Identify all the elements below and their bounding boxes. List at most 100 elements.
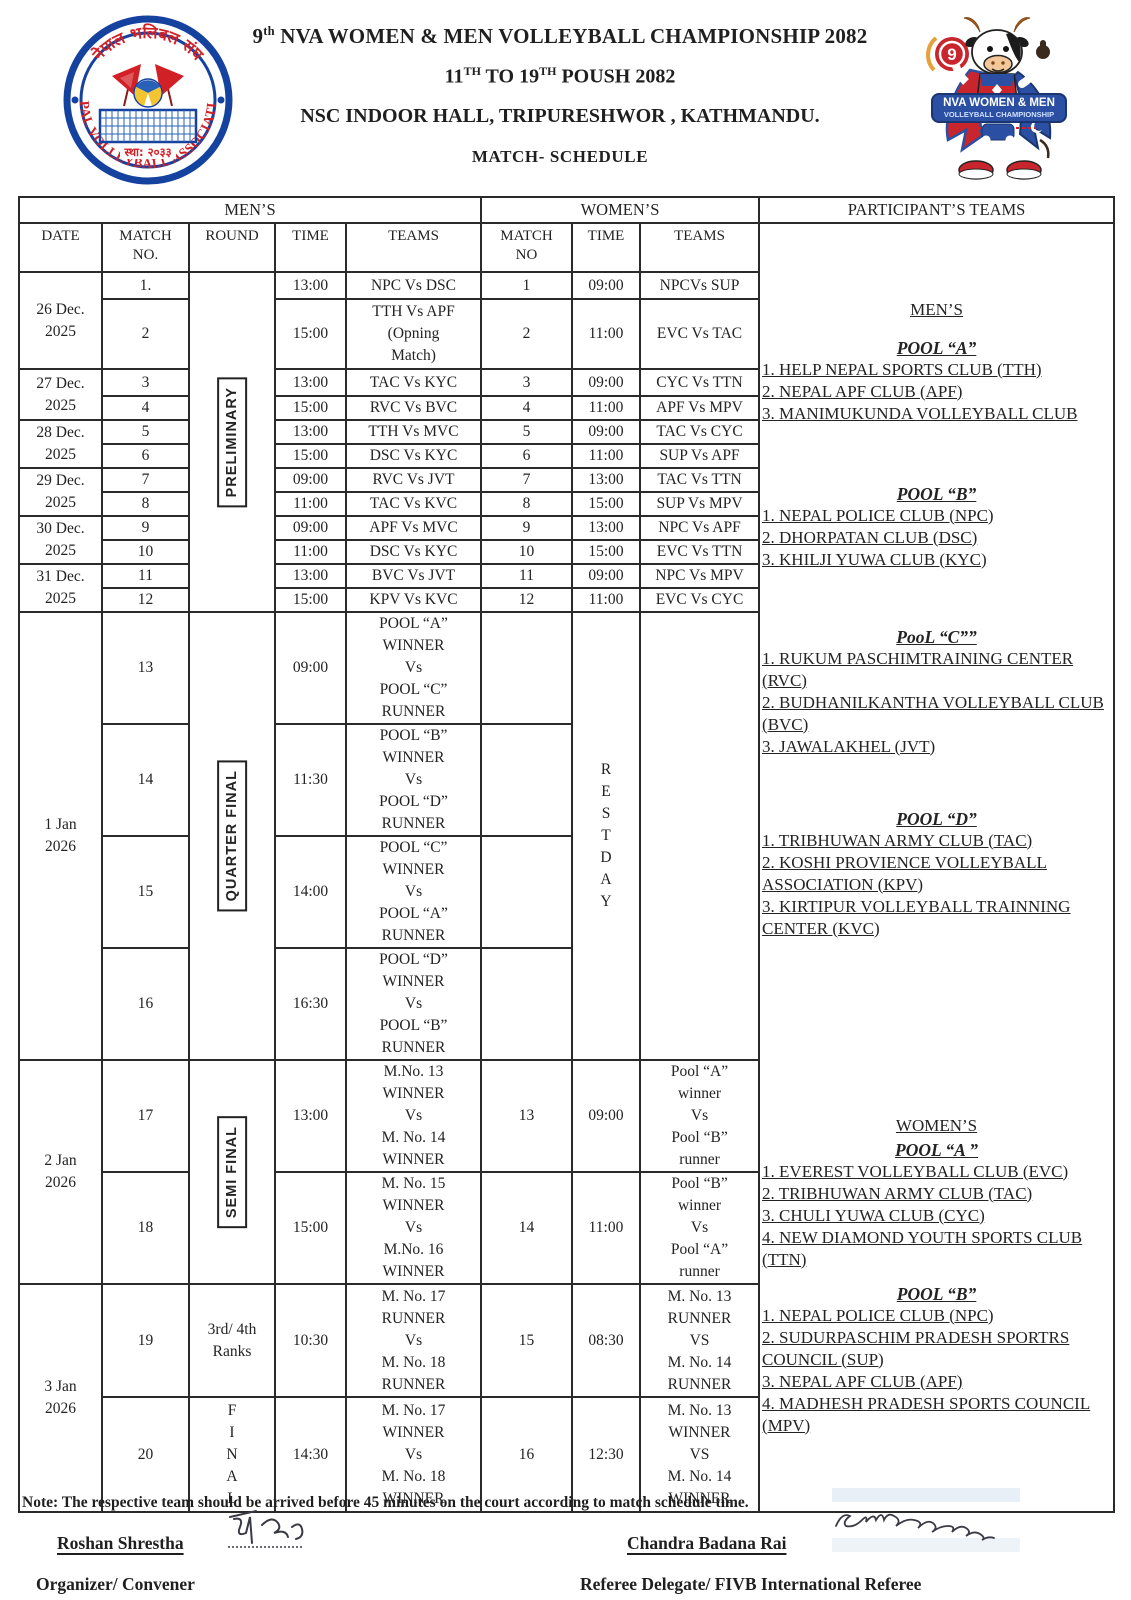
time-cell: 15:00 bbox=[274, 443, 347, 469]
round-label-preliminary: PRELIMINARY bbox=[216, 376, 248, 508]
referee-signature bbox=[832, 1488, 1020, 1552]
table-row: 6 15:00 DSC Vs KYC 6 11:00 SUP Vs APF bbox=[19, 443, 1114, 469]
mascot-hoof-thumb bbox=[1036, 45, 1050, 59]
participants-mens-label: MEN’S bbox=[910, 299, 963, 319]
teams-cell: TAC Vs KVC bbox=[345, 491, 482, 517]
table-row: 31 Dec. 2025 11 13:00 BVC Vs JVT 11 09:0… bbox=[18, 563, 1114, 613]
w-time-cell: 09:00 bbox=[571, 563, 641, 589]
table-row: 27 Dec. 2025 3 13:00 TAC Vs KYC 3 09:00 … bbox=[18, 368, 1114, 421]
time-cell: 11:00 bbox=[274, 539, 347, 565]
match-no-cell: 16 bbox=[101, 947, 190, 1061]
time-cell: 13:00 bbox=[274, 1059, 347, 1173]
teams-cell: POOL “B” WINNER Vs POOL “D” RUNNER bbox=[345, 723, 482, 837]
w-teams-cell: EVC Vs TAC bbox=[638, 298, 761, 370]
schedule-label: MATCH- SCHEDULE bbox=[471, 147, 649, 166]
w-time-cell: 15:00 bbox=[571, 539, 641, 565]
match-no-cell: 6 bbox=[101, 443, 190, 469]
logo-net bbox=[98, 108, 198, 144]
w-match-no-cell bbox=[480, 611, 573, 725]
teams-cell: M. No. 17 WINNER Vs M. No. 18 WINNER bbox=[345, 1396, 482, 1513]
table-row: 20 F I N A L 14:30 M. No. 17 WINNER Vs M… bbox=[19, 1396, 1114, 1513]
round-cell: SEMI FINAL bbox=[188, 1059, 276, 1285]
match-no-cell: 18 bbox=[101, 1171, 190, 1285]
date-cell: 3 Jan 2026 bbox=[18, 1283, 103, 1513]
date-cell: 26 Dec. 2025 bbox=[18, 271, 103, 370]
table-row: 4 15:00 RVC Vs BVC 4 11:00 APF Vs MPV bbox=[19, 395, 1114, 421]
match-no-cell: 19 bbox=[101, 1283, 190, 1398]
logo-est-text: स्था: २०३३ bbox=[123, 145, 171, 159]
match-no-cell: 10 bbox=[101, 539, 190, 565]
w-match-no-cell: 6 bbox=[480, 443, 573, 469]
team-entry: 3. KIRTIPUR VOLLEYBALL TRAINNING CENTER … bbox=[762, 896, 1071, 938]
mascot-banner: NVA WOMEN & MEN VOLLEYBALL CHAMPIONSHIP bbox=[931, 93, 1067, 123]
date-cell: 30 Dec. 2025 bbox=[18, 515, 103, 565]
logo-volleyball bbox=[133, 78, 163, 108]
w-match-no-cell: 4 bbox=[480, 395, 573, 421]
team-entry: 3. JAWALAKHEL (JVT) bbox=[762, 736, 936, 756]
col-header-w-match-no: MATCH NO bbox=[480, 222, 573, 273]
nva-logo: नेपाल भलिबल संघ NEPAL VOLLEYBALL ASSOCIA… bbox=[62, 14, 233, 185]
col-header-w-teams: TEAMS bbox=[638, 222, 761, 273]
w-match-no-cell: 5 bbox=[480, 419, 573, 445]
w-match-no-cell: 8 bbox=[480, 491, 573, 517]
date-cell: 2 Jan 2026 bbox=[18, 1059, 103, 1285]
teams-cell: TTH Vs MVC bbox=[345, 419, 482, 445]
w-time-cell: 11:00 bbox=[571, 298, 641, 370]
match-no-cell: 20 bbox=[101, 1396, 190, 1513]
time-cell: 15:00 bbox=[274, 395, 347, 421]
match-no-cell: 2 bbox=[101, 298, 190, 370]
team-entry: 3. KHILJI YUWA CLUB (KYC) bbox=[762, 549, 987, 569]
w-time-cell: 09:00 bbox=[571, 1059, 641, 1173]
table-row: 26 Dec. 2025 1. PRELIMINARY 13:00 NPC Vs… bbox=[18, 271, 1114, 613]
table-row: 30 Dec. 2025 9 09:00 APF Vs MVC 9 13:00 … bbox=[18, 515, 1114, 565]
team-entry: 2. KOSHI PROVIENCE VOLLEYBALL ASSOCIATIO… bbox=[762, 852, 1047, 894]
pool-header: POOL “A” bbox=[896, 337, 977, 358]
team-entry: 2. SUDURPASCHIM PRADESH SPORTRS COUNCIL … bbox=[762, 1327, 1070, 1369]
w-match-no-cell: 15 bbox=[480, 1283, 573, 1398]
table-row: 28 Dec. 2025 5 13:00 TTH Vs MVC 5 09:00 … bbox=[18, 419, 1114, 469]
w-teams-cell: M. No. 13 RUNNER VS M. No. 14 RUNNER bbox=[638, 1283, 761, 1398]
w-match-no-cell: 1 bbox=[480, 271, 573, 300]
pool-header: POOL “D” bbox=[896, 808, 977, 829]
team-entry: 4. NEW DIAMOND YOUTH SPORTS CLUB (TTN) bbox=[762, 1227, 1083, 1269]
w-teams-cell: NPC Vs MPV bbox=[638, 563, 761, 589]
match-no-cell: 13 bbox=[101, 611, 190, 725]
match-no-cell: 14 bbox=[101, 723, 190, 837]
w-time-cell: 09:00 bbox=[571, 271, 641, 300]
w-time-cell: 11:00 bbox=[571, 443, 641, 469]
page-title: 9th NVA WOMEN & MEN VOLLEYBALL CHAMPIONS… bbox=[252, 24, 868, 48]
time-cell: 13:00 bbox=[274, 419, 347, 445]
date-cell: 28 Dec. 2025 bbox=[18, 419, 103, 469]
table-row: 18 15:00 M. No. 15 WINNER Vs M.No. 16 WI… bbox=[19, 1171, 1114, 1285]
time-cell: 13:00 bbox=[274, 563, 347, 589]
w-teams-cell: SUP Vs APF bbox=[638, 443, 761, 469]
organizer-signature bbox=[228, 1510, 304, 1548]
match-no-cell: 17 bbox=[101, 1059, 190, 1173]
svg-text:9: 9 bbox=[947, 45, 956, 64]
match-no-cell: 5 bbox=[101, 419, 190, 445]
svg-text:VOLLEYBALL CHAMPIONSHIP: VOLLEYBALL CHAMPIONSHIP bbox=[944, 110, 1054, 119]
venue-line: NSC INDOOR HALL, TRIPURESHWOR , KATHMAND… bbox=[300, 105, 820, 127]
team-entry: 1. EVEREST VOLLEYBALL CLUB (EVC) bbox=[762, 1161, 1069, 1181]
w-teams-cell: EVC Vs CYC bbox=[638, 587, 761, 613]
teams-cell: M. No. 17 RUNNER Vs M. No. 18 RUNNER bbox=[345, 1283, 482, 1398]
match-no-cell: 15 bbox=[101, 835, 190, 949]
time-cell: 09:00 bbox=[274, 515, 347, 541]
w-time-cell: 08:30 bbox=[571, 1283, 641, 1398]
mascot-badge-9: 9 bbox=[926, 36, 969, 72]
team-entry: 2. DHORPATAN CLUB (DSC) bbox=[762, 527, 978, 547]
w-time-cell: 11:00 bbox=[571, 1171, 641, 1285]
footer-note: Note: The respective team should be arri… bbox=[22, 1494, 749, 1511]
team-entry: 1. RUKUM PASCHIMTRAINING CENTER (RVC) bbox=[762, 648, 1074, 690]
mascot-arm-left bbox=[952, 64, 969, 85]
mascot-shoes bbox=[958, 160, 1042, 180]
teams-cell: POOL “A” WINNER Vs POOL “C” RUNNER bbox=[345, 611, 482, 725]
team-entry: 1. NEPAL POLICE CLUB (NPC) bbox=[762, 505, 994, 525]
round-cell-final: F I N A L bbox=[188, 1396, 276, 1513]
time-cell: 14:30 bbox=[274, 1396, 347, 1513]
pool-header: POOL “B” bbox=[896, 483, 977, 504]
w-time-cell: 09:00 bbox=[571, 419, 641, 445]
time-cell: 09:00 bbox=[274, 467, 347, 493]
date-cell: 29 Dec. 2025 bbox=[18, 467, 103, 517]
